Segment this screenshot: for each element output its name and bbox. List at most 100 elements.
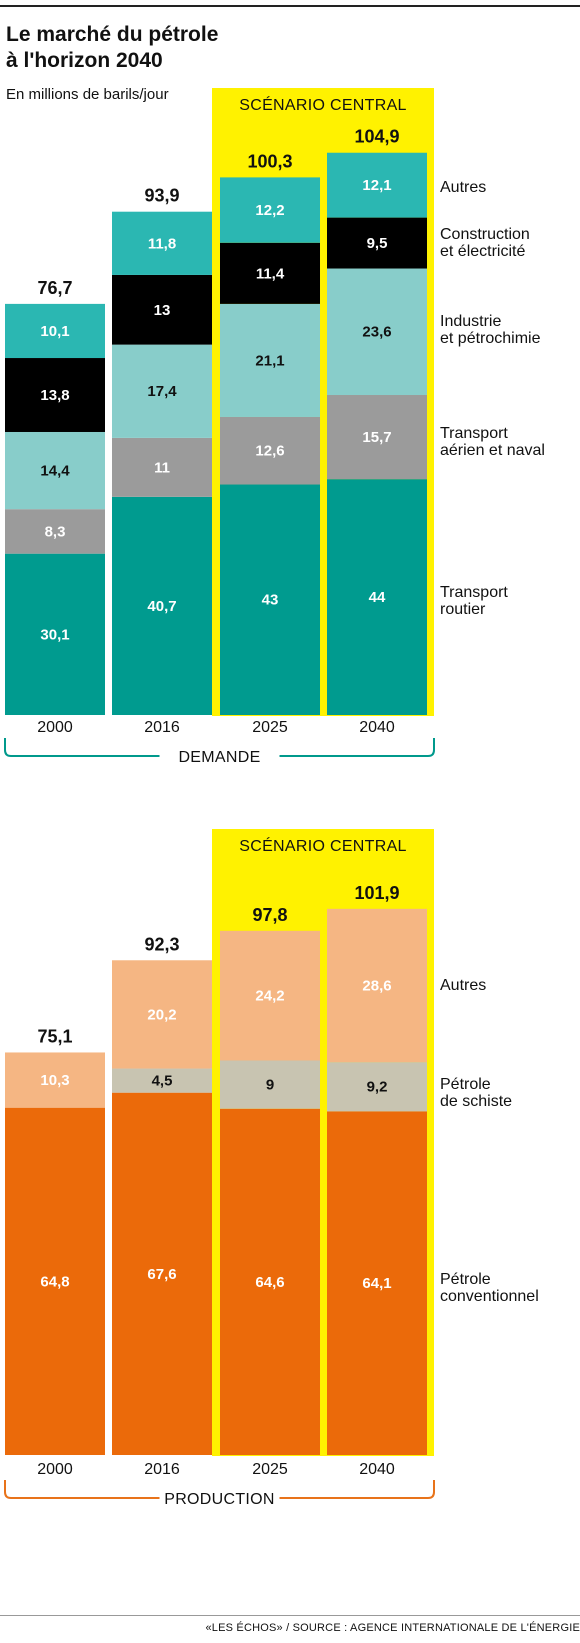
bar-value-label: 64,1 — [362, 1275, 391, 1292]
bar-segment — [220, 930, 320, 1061]
bar-segment — [327, 395, 427, 480]
bar-segment — [327, 268, 427, 396]
group-label: DEMANDE — [178, 749, 260, 766]
bar-value-label: 9 — [266, 1077, 274, 1094]
bar-segment — [220, 484, 320, 715]
x-tick-label: 2016 — [144, 719, 180, 736]
bar-value-label: 40,7 — [147, 598, 176, 615]
bar-value-label: 64,6 — [255, 1274, 284, 1291]
x-tick-label: 2025 — [252, 1461, 288, 1478]
scenario-label: SCÉNARIO CENTRAL — [239, 836, 407, 855]
x-tick-label: 2025 — [252, 719, 288, 736]
bar-segment — [220, 177, 320, 243]
bar-segment — [112, 211, 212, 275]
bar-total-label: 92,3 — [144, 934, 179, 954]
legend-entry-line: Autres — [440, 179, 486, 196]
x-tick-label: 2040 — [359, 719, 395, 736]
legend-entry-line: Transport — [440, 584, 508, 601]
bar-total-label: 75,1 — [37, 1026, 72, 1046]
bar-value-label: 10,1 — [40, 323, 69, 340]
bar-value-label: 17,4 — [147, 383, 177, 400]
x-tick-label: 2000 — [37, 1461, 73, 1478]
legend-entry-line: et électricité — [440, 243, 525, 260]
legend-entry-line: et pétrochimie — [440, 330, 541, 347]
bar-segment — [112, 1068, 212, 1093]
bar-value-label: 13,8 — [40, 387, 69, 404]
bar-value-label: 28,6 — [362, 977, 391, 994]
bar-value-label: 14,4 — [40, 463, 70, 480]
bar-segment — [220, 303, 320, 417]
bar-total-label: 97,8 — [252, 905, 287, 925]
bar-segment — [112, 437, 212, 497]
bar-segment — [5, 358, 105, 432]
bar-segment — [327, 152, 427, 218]
bar-total-label: 100,3 — [247, 151, 292, 171]
bar-value-label: 8,3 — [45, 523, 66, 540]
bar-value-label: 43 — [262, 592, 279, 609]
legend-entry: Autres — [440, 179, 486, 196]
bar-segment — [5, 303, 105, 359]
legend-entry: Construction et électricité — [440, 226, 530, 260]
bar-value-label: 12,2 — [255, 202, 284, 219]
legend-entry-line: Transport — [440, 425, 508, 442]
legend-entry: Transport aérien et naval — [440, 425, 545, 459]
title-line-2: à l'horizon 2040 — [6, 49, 163, 72]
scenario-label: SCÉNARIO CENTRAL — [239, 95, 407, 114]
x-tick-label: 2016 — [144, 1461, 180, 1478]
x-tick-label: 2040 — [359, 1461, 395, 1478]
bar-segment — [5, 509, 105, 554]
bar-value-label: 44 — [369, 589, 386, 606]
bar-segment — [112, 274, 212, 345]
bar-segment — [327, 1062, 427, 1112]
bar-value-label: 30,1 — [40, 626, 69, 643]
legend-entry-line: Industrie — [440, 313, 501, 330]
bar-value-label: 23,6 — [362, 324, 391, 341]
top-rule — [0, 5, 580, 7]
bar-value-label: 9,5 — [367, 235, 388, 252]
group-label: PRODUCTION — [164, 1491, 275, 1508]
legend-entry: Industrie et pétrochimie — [440, 313, 541, 347]
legend-entry: Pétrole de schiste — [440, 1076, 512, 1110]
bar-value-label: 4,5 — [152, 1073, 173, 1090]
bar-value-label: 12,6 — [255, 443, 284, 460]
legend-entry-line: Construction — [440, 226, 530, 243]
legend-entry: Pétrole conventionnel — [440, 1271, 539, 1305]
bar-value-label: 24,2 — [255, 988, 284, 1005]
bar-total-label: 104,9 — [354, 127, 399, 147]
bar-value-label: 11,4 — [256, 265, 285, 282]
group-bracket-left — [4, 738, 160, 757]
legend-entry-line: aérien et naval — [440, 442, 545, 459]
bar-value-label: 21,1 — [255, 352, 284, 369]
legend-entry: Transport routier — [440, 584, 508, 618]
bar-total-label: 101,9 — [354, 883, 399, 903]
bar-value-label: 15,7 — [362, 429, 391, 446]
bar-value-label: 13 — [154, 302, 171, 319]
bar-segment — [112, 496, 212, 715]
group-bracket-right — [279, 1480, 435, 1499]
legend-entry-line: de schiste — [440, 1093, 512, 1110]
legend-entry-line: Pétrole — [440, 1271, 491, 1288]
bar-segment — [220, 242, 320, 304]
title-line-1: Le marché du pétrole — [6, 23, 219, 46]
bottom-rule — [0, 1615, 580, 1616]
group-bracket-right — [279, 738, 435, 757]
bar-value-label: 11 — [154, 459, 170, 476]
legend-entry-line: conventionnel — [440, 1288, 539, 1305]
bar-segment — [112, 1092, 212, 1455]
legend-entry-line: Autres — [440, 977, 486, 994]
legend-entry-line: routier — [440, 601, 486, 618]
bar-value-label: 64,8 — [40, 1273, 69, 1290]
bar-segment — [5, 1107, 105, 1455]
bar-segment — [327, 479, 427, 715]
bar-segment — [5, 1052, 105, 1108]
source-credit: «LES ÉCHOS» / SOURCE : AGENCE INTERNATIO… — [205, 1622, 580, 1634]
bar-total-label: 93,9 — [144, 186, 179, 206]
bar-segment — [5, 553, 105, 715]
bar-segment — [112, 344, 212, 438]
bar-total-label: 76,7 — [37, 278, 72, 298]
bar-segment — [327, 217, 427, 269]
bar-value-label: 11,8 — [148, 235, 176, 252]
chart-title: Le marché du pétrole à l'horizon 2040 — [6, 22, 218, 74]
bar-segment — [220, 416, 320, 485]
